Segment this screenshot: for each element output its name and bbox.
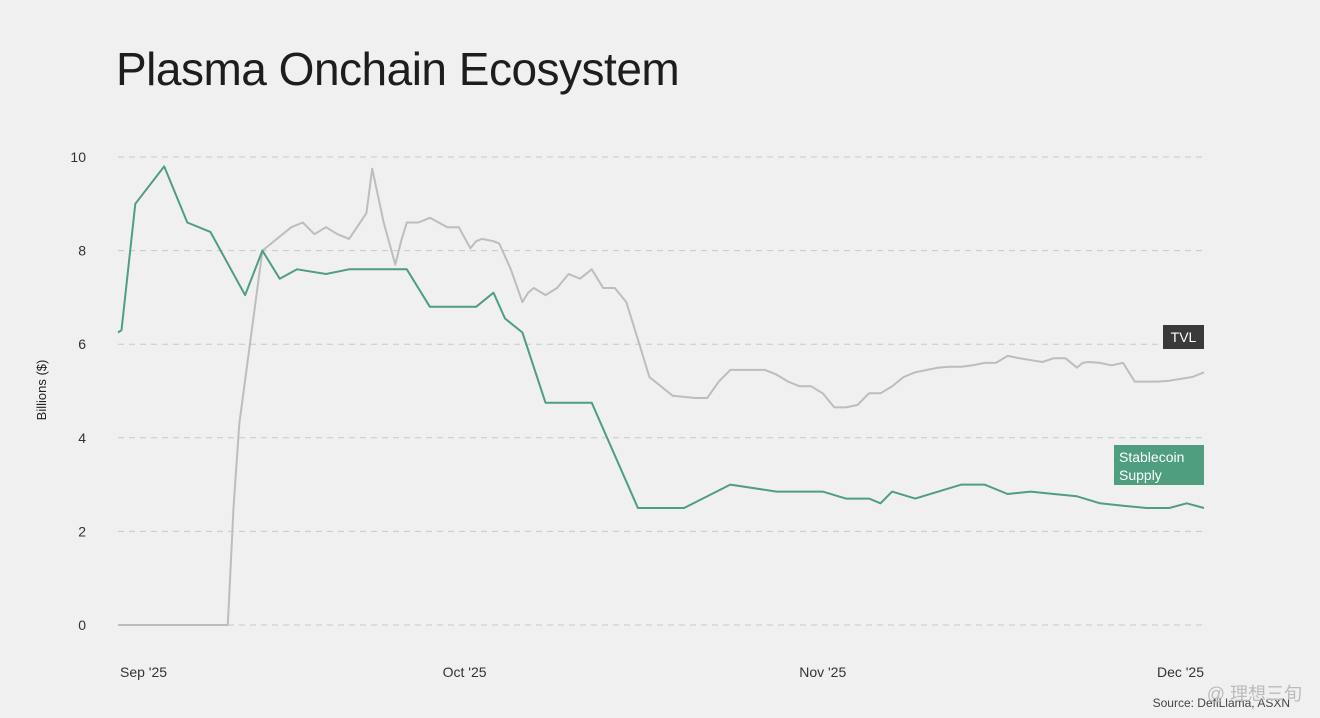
series-lines [117, 165, 1205, 626]
tvl-label: TVL [1171, 329, 1197, 345]
y-tick-6: 6 [78, 336, 86, 352]
tvl-label-box [1163, 325, 1204, 349]
gridlines [118, 156, 1204, 626]
y-tick-labels: 0 2 4 6 8 10 [70, 149, 86, 633]
x-tick-nov25: Nov '25 [799, 664, 846, 680]
x-tick-labels: Sep '25 Oct '25 Nov '25 Dec '25 [120, 664, 1204, 680]
stablecoin-label-line-2: Supply [1119, 467, 1162, 483]
x-tick-oct25: Oct '25 [443, 664, 487, 680]
x-tick-dec25: Dec '25 [1157, 664, 1204, 680]
watermark: @ 理想三旬 [1206, 684, 1302, 704]
stablecoin-label-box [1114, 445, 1204, 485]
source-note: Source: DefiLlama, ASXN [1152, 696, 1290, 710]
stablecoin-supply-line [117, 165, 1205, 509]
tvl-line [118, 167, 1205, 626]
chart-title: Plasma Onchain Ecosystem [116, 43, 680, 95]
series-labels: TVL Stablecoin Supply [1114, 325, 1204, 485]
y-axis-label: Billions ($) [34, 360, 49, 421]
y-tick-2: 2 [78, 523, 86, 539]
y-tick-4: 4 [78, 430, 86, 446]
y-tick-8: 8 [78, 243, 86, 259]
x-tick-sep25: Sep '25 [120, 664, 167, 680]
stablecoin-label-line-1: Stablecoin [1119, 449, 1184, 465]
y-tick-0: 0 [78, 617, 86, 633]
y-tick-10: 10 [70, 149, 86, 165]
